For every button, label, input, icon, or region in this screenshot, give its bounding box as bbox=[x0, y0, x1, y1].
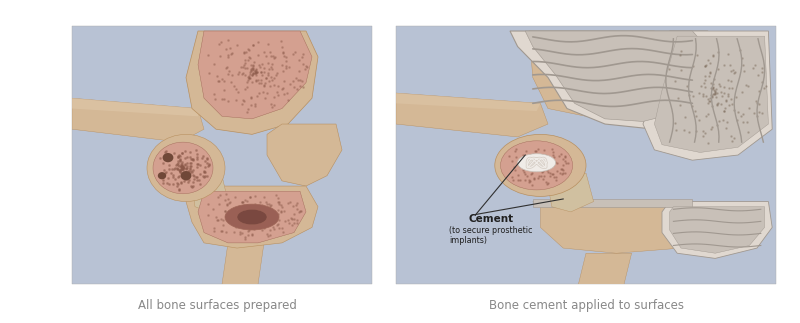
Polygon shape bbox=[186, 31, 318, 134]
Polygon shape bbox=[396, 93, 541, 111]
Polygon shape bbox=[396, 93, 548, 137]
Polygon shape bbox=[192, 176, 228, 212]
Ellipse shape bbox=[237, 209, 267, 225]
Circle shape bbox=[181, 171, 191, 180]
Polygon shape bbox=[654, 36, 768, 152]
Text: All bone surfaces prepared: All bone surfaces prepared bbox=[138, 299, 297, 312]
Polygon shape bbox=[533, 202, 700, 207]
Polygon shape bbox=[222, 243, 264, 284]
Polygon shape bbox=[267, 124, 342, 186]
Polygon shape bbox=[529, 31, 662, 116]
Text: (to secure prosthetic: (to secure prosthetic bbox=[450, 225, 533, 234]
Text: Cement: Cement bbox=[468, 214, 514, 224]
Polygon shape bbox=[72, 98, 198, 116]
Ellipse shape bbox=[518, 154, 555, 172]
Polygon shape bbox=[548, 173, 594, 212]
Polygon shape bbox=[198, 31, 312, 119]
Ellipse shape bbox=[225, 204, 279, 230]
Polygon shape bbox=[72, 98, 204, 142]
Polygon shape bbox=[662, 202, 772, 258]
Polygon shape bbox=[198, 191, 306, 243]
Polygon shape bbox=[578, 253, 632, 284]
Text: Bone cement applied to surfaces: Bone cement applied to surfaces bbox=[489, 299, 684, 312]
Polygon shape bbox=[526, 31, 715, 121]
Circle shape bbox=[501, 141, 573, 190]
FancyBboxPatch shape bbox=[72, 26, 372, 284]
Text: implants): implants) bbox=[450, 236, 487, 245]
Polygon shape bbox=[533, 199, 693, 207]
Circle shape bbox=[147, 134, 225, 202]
Polygon shape bbox=[670, 207, 765, 253]
Polygon shape bbox=[510, 31, 730, 129]
Polygon shape bbox=[186, 186, 318, 248]
Polygon shape bbox=[541, 207, 700, 253]
Circle shape bbox=[158, 172, 166, 179]
FancyBboxPatch shape bbox=[396, 26, 776, 284]
Circle shape bbox=[494, 134, 586, 196]
Circle shape bbox=[153, 142, 213, 194]
Circle shape bbox=[162, 153, 174, 162]
Polygon shape bbox=[643, 31, 772, 160]
